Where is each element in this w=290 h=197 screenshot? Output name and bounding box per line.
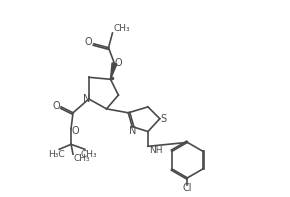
Text: O: O (114, 58, 122, 68)
Text: O: O (52, 101, 60, 111)
Text: Cl: Cl (183, 183, 192, 193)
Text: O: O (71, 125, 79, 136)
Text: CH₃: CH₃ (113, 23, 130, 33)
Text: O: O (85, 37, 93, 47)
Text: CH₃: CH₃ (81, 150, 97, 159)
Polygon shape (110, 63, 117, 79)
Text: N: N (83, 94, 90, 104)
Text: NH: NH (149, 146, 162, 155)
Text: CH₃: CH₃ (73, 154, 90, 163)
Text: N: N (129, 125, 137, 136)
Text: H₃C: H₃C (48, 150, 65, 159)
Text: S: S (161, 114, 167, 124)
